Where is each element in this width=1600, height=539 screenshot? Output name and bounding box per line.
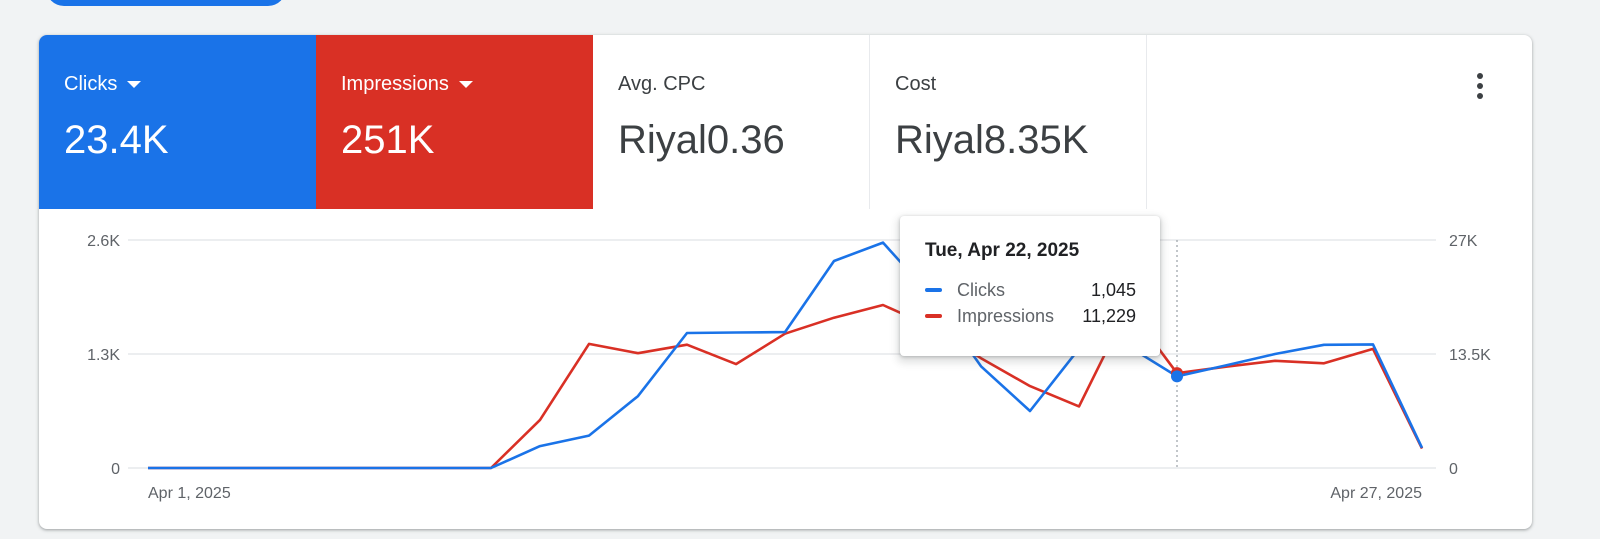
performance-card: Clicks 23.4K Impressions 251K Avg. CPC R… [39,35,1532,529]
tooltip-series-name: Clicks [957,279,1005,300]
axis-tick-labels: 0 1.3K 2.6K 0 13.5K 27K Apr 1, 2025 Apr 27, 202… [87,233,1491,502]
dropdown-caret-icon[interactable] [458,80,473,88]
metric-tiles: Clicks 23.4K Impressions 251K Avg. CPC R… [39,35,1532,209]
metric-tile-empty-slot [1147,35,1532,209]
more-options-icon[interactable] [1470,73,1490,99]
left-axis-tick-label: 0 [111,461,120,478]
metric-tile-cost[interactable]: Cost Riyal8.35K [870,35,1147,209]
tooltip-date: Tue, Apr 22, 2025 [925,240,1080,261]
impressions-label: Impressions [341,72,449,95]
avg-cpc-label: Avg. CPC [618,72,706,95]
x-axis-tick-label: Apr 27, 2025 [1330,485,1422,502]
tooltip-row-impressions: Impressions 11,229 [925,303,1136,329]
clicks-legend-swatch [925,288,942,292]
left-axis-tick-label: 2.6K [87,233,120,250]
impressions-legend-swatch [925,314,942,318]
clicks-value: 23.4K [64,118,169,162]
chart-tooltip: Tue, Apr 22, 2025 Clicks 1,045 Impressio… [900,216,1160,356]
chart-series [148,241,1424,470]
x-axis-tick-label: Apr 1, 2025 [148,485,231,502]
left-axis-tick-label: 1.3K [87,347,120,364]
right-axis-tick-label: 0 [1449,461,1458,478]
metric-tile-impressions[interactable]: Impressions 251K [316,35,593,209]
tooltip-series-name: Impressions [957,305,1055,326]
series-line-impressions [148,303,1424,470]
impressions-value: 251K [341,118,435,162]
tooltip-series-value: 11,229 [1082,305,1136,326]
dropdown-caret-icon[interactable] [127,80,142,88]
right-axis-tick-label: 13.5K [1449,347,1491,364]
metric-tile-avg-cpc[interactable]: Avg. CPC Riyal0.36 [593,35,870,209]
metric-tile-label: Clicks [64,71,316,97]
cost-value: Riyal8.35K [895,118,1089,162]
clicks-hover-point [1171,370,1183,383]
tooltip-series-value: 1,045 [1090,279,1136,300]
hover-point [1171,367,1183,383]
chart-gridlines [128,239,1436,469]
series-line-clicks [148,241,1424,470]
cost-label: Cost [895,72,937,95]
metric-tile-label: Impressions [341,71,593,97]
clicks-label: Clicks [64,72,118,95]
tooltip-row-clicks: Clicks 1,045 [925,277,1136,303]
right-axis-tick-label: 27K [1449,233,1478,250]
metric-tile-clicks[interactable]: Clicks 23.4K [39,35,316,209]
primary-action-button[interactable] [46,0,286,6]
avg-cpc-value: Riyal0.36 [618,118,785,162]
